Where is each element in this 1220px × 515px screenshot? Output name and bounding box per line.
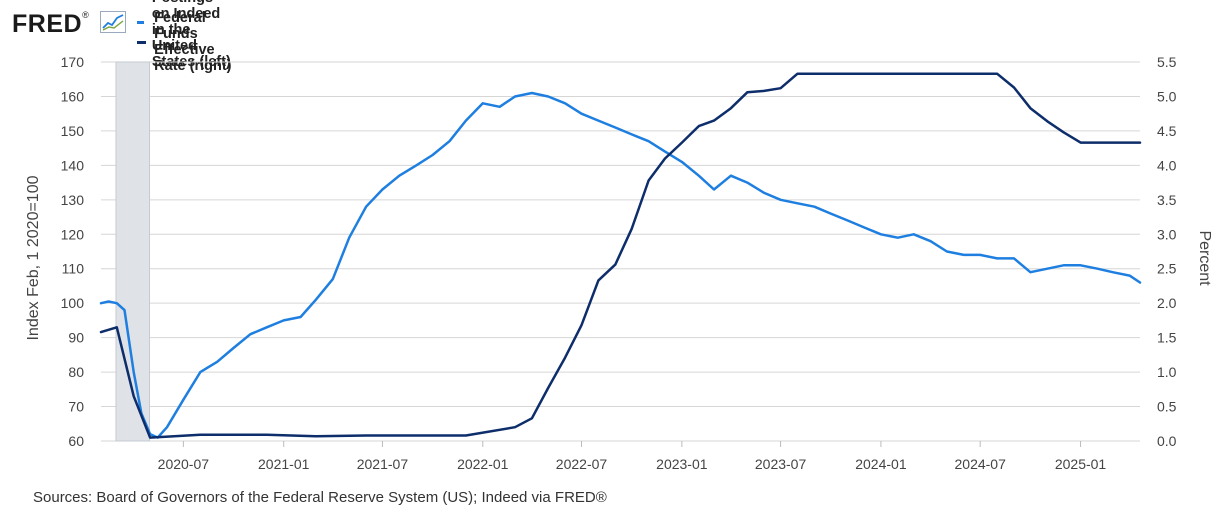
y-left-tick-label-130: 130 (61, 192, 85, 208)
y-right-tick-label-4.5: 4.5 (1157, 123, 1177, 139)
y-left-tick-label-120: 120 (61, 226, 85, 242)
x-tick-label-2022-07: 2022-07 (556, 456, 608, 472)
x-tick-label-2022-01: 2022-01 (457, 456, 509, 472)
y-right-tick-label-5.0: 5.0 (1157, 88, 1177, 104)
grid-lines (101, 61, 1140, 442)
y-left-tick-label-170: 170 (61, 54, 85, 70)
y-axis-left-title: Index Feb, 1 2020=100 (25, 175, 42, 340)
y-axis-right-title: Percent (1196, 230, 1213, 286)
legend-swatch-job-postings (137, 20, 144, 24)
x-tick-label-2024-07: 2024-07 (955, 456, 1007, 472)
axis-ticks: 60 70 80 90 100 110 120 130 140 150 160 170 0.0 0.5 1.… (61, 54, 1177, 472)
y-left-tick-label-70: 70 (68, 399, 84, 415)
x-tick-label-2023-07: 2023-07 (755, 456, 807, 472)
legend-swatch-fed-funds-rate (137, 40, 147, 44)
y-right-tick-label-5.5: 5.5 (1157, 54, 1177, 70)
y-right-tick-label-0.0: 0.0 (1157, 433, 1177, 449)
logo-text: FRED (12, 10, 83, 38)
y-left-tick-label-150: 150 (61, 123, 85, 139)
chart-plot-area: 60 70 80 90 100 110 120 130 140 150 160 170 0.0 0.5 1.… (25, 54, 1213, 472)
recession-band (115, 61, 151, 442)
series-lines (99, 72, 1142, 439)
x-tick-label-2025-01: 2025-01 (1055, 456, 1107, 472)
fred-logo[interactable]: FRED® (12, 10, 89, 39)
y-right-tick-label-3.0: 3.0 (1157, 226, 1177, 242)
y-left-tick-label-100: 100 (61, 295, 85, 311)
y-right-tick-label-1.5: 1.5 (1157, 330, 1177, 346)
legend-label-job-postings: Job Postings on Indeed in the United Sta… (151, 0, 231, 70)
x-tick-label-2021-07: 2021-07 (357, 456, 409, 472)
y-left-tick-label-140: 140 (61, 157, 85, 173)
x-tick-label-2021-01: 2021-01 (258, 456, 310, 472)
y-right-tick-label-3.5: 3.5 (1157, 192, 1177, 208)
series-line-fed-funds-rate[interactable] (99, 72, 1142, 439)
y-left-tick-label-110: 110 (62, 261, 85, 277)
y-right-tick-label-0.5: 0.5 (1157, 399, 1177, 415)
y-right-tick-label-2.5: 2.5 (1157, 261, 1177, 277)
y-left-tick-label-60: 60 (68, 433, 84, 449)
y-right-tick-label-2.0: 2.0 (1157, 295, 1177, 311)
x-tick-label-2023-01: 2023-01 (656, 456, 708, 472)
y-left-tick-label-90: 90 (68, 330, 84, 346)
sources-note: Sources: Board of Governors of the Feder… (33, 489, 607, 506)
logo-registered-mark: ® (82, 10, 90, 20)
recession-shading (115, 61, 151, 442)
fred-graph-icon (100, 11, 126, 33)
series-line-job-postings[interactable] (99, 91, 1142, 439)
y-left-tick-label-160: 160 (61, 88, 85, 104)
legend-item-job-postings: Job Postings on Indeed in the United Sta… (137, 0, 234, 70)
y-right-tick-label-1.0: 1.0 (1157, 364, 1177, 380)
y-right-tick-label-4.0: 4.0 (1157, 157, 1177, 173)
x-tick-label-2020-07: 2020-07 (158, 456, 210, 472)
x-tick-label-2024-01: 2024-01 (855, 456, 907, 472)
y-left-tick-label-80: 80 (68, 364, 84, 380)
